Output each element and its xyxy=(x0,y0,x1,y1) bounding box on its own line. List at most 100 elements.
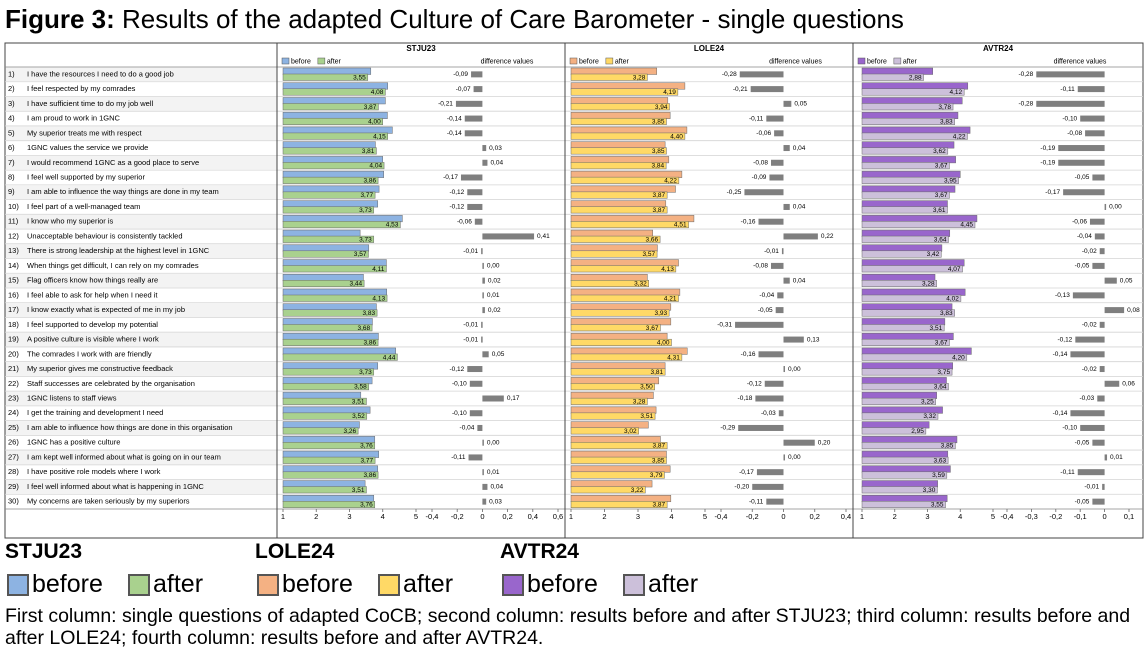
legend-label: before xyxy=(282,570,353,598)
bar xyxy=(570,132,686,140)
row-shade xyxy=(5,332,277,347)
x-tick-label: -0,2 xyxy=(746,512,759,521)
difference-bar xyxy=(1036,100,1105,107)
bar xyxy=(570,235,661,243)
legend-swatch xyxy=(7,573,29,596)
value-label: -0,12 xyxy=(747,380,762,387)
value-label: 4,22 xyxy=(664,177,677,184)
value-label: 3,28 xyxy=(633,74,646,81)
difference-bar xyxy=(756,469,784,476)
bar xyxy=(282,353,398,361)
difference-bar xyxy=(775,307,784,314)
bar xyxy=(570,383,655,391)
value-label: 0,01 xyxy=(487,292,500,299)
bar xyxy=(282,338,379,346)
value-label: 3,81 xyxy=(650,369,663,376)
question-number: 27) xyxy=(8,452,19,461)
difference-bar xyxy=(482,262,484,269)
legend-group-name: LOLE24 xyxy=(255,540,335,563)
row-shade xyxy=(5,421,277,435)
value-label: 0,00 xyxy=(1109,204,1122,211)
value-label: 3,32 xyxy=(923,413,936,420)
value-label: 0,06 xyxy=(1122,380,1135,387)
bar xyxy=(282,397,367,405)
difference-bar xyxy=(482,469,484,476)
bar xyxy=(570,338,672,346)
question-text: 1GNC has a positive culture xyxy=(27,438,120,447)
value-label: 3,62 xyxy=(933,148,946,155)
bar xyxy=(570,486,646,494)
value-label: -0,01 xyxy=(463,322,478,329)
bar xyxy=(282,501,376,509)
panel-title: STJU23 xyxy=(406,44,436,53)
bar xyxy=(282,221,401,229)
bar xyxy=(570,353,683,361)
bar xyxy=(861,132,968,140)
value-label: 0,08 xyxy=(1127,307,1140,314)
question-text: My superior treats me with respect xyxy=(27,128,143,137)
difference-bar xyxy=(1092,262,1105,269)
bar xyxy=(570,456,667,464)
value-label: 3,83 xyxy=(940,119,953,126)
difference-bar xyxy=(482,233,535,240)
difference-bar xyxy=(783,100,792,107)
bar xyxy=(861,191,950,199)
bar xyxy=(282,368,375,376)
legend-swatch xyxy=(128,573,150,596)
bar xyxy=(570,421,649,429)
bar xyxy=(861,486,938,494)
value-label: 3,44 xyxy=(349,281,362,288)
value-label: 4,08 xyxy=(371,89,384,96)
difference-bar xyxy=(1102,483,1105,490)
value-label: -0,06 xyxy=(1072,218,1087,225)
bar xyxy=(861,294,962,302)
value-label: 3,32 xyxy=(634,281,647,288)
question-number: 17) xyxy=(8,305,19,314)
value-label: 0,04 xyxy=(793,277,806,284)
bar xyxy=(570,176,680,184)
value-label: -0,06 xyxy=(756,130,771,137)
question-text: There is strong leadership at the highes… xyxy=(27,246,210,255)
difference-bar xyxy=(1094,233,1105,240)
x-tick-label: 0,4 xyxy=(528,512,538,521)
value-label: -0,01 xyxy=(463,336,478,343)
value-label: -0,08 xyxy=(753,159,768,166)
bar xyxy=(282,294,388,302)
bar xyxy=(861,427,927,435)
x-tick-label: 0,2 xyxy=(502,512,512,521)
bar xyxy=(570,265,677,273)
difference-bar xyxy=(783,336,804,343)
difference-bar xyxy=(1089,218,1105,225)
legend-label: after xyxy=(403,570,454,598)
bar xyxy=(570,324,661,332)
panel-title: AVTR24 xyxy=(983,44,1014,53)
question-text: I have positive role models where I work xyxy=(27,467,161,476)
legend-swatch xyxy=(857,57,866,65)
value-label: -0,01 xyxy=(463,248,478,255)
caption: First column: single questions of adapte… xyxy=(5,605,1131,649)
bar xyxy=(861,501,946,509)
question-text: I am able to influence how things are do… xyxy=(27,423,233,432)
difference-bar xyxy=(1070,351,1105,358)
value-label: -0,08 xyxy=(753,263,768,270)
question-number: 25) xyxy=(8,423,19,432)
difference-bar xyxy=(744,189,784,196)
value-label: 0,00 xyxy=(487,439,500,446)
question-text: I am able to influence the way things ar… xyxy=(27,187,219,196)
question-text: My concerns are taken seriously by my su… xyxy=(27,497,190,506)
question-text: I would recommend 1GNC as a good place t… xyxy=(27,158,199,167)
question-text: I feel well informed about what is happe… xyxy=(27,482,204,491)
value-label: -0,08 xyxy=(1067,130,1082,137)
question-number: 23) xyxy=(8,393,19,402)
bar xyxy=(282,88,386,96)
value-label: -0,11 xyxy=(749,498,764,505)
value-label: 3,25 xyxy=(921,398,934,405)
question-number: 10) xyxy=(8,202,19,211)
value-label: 3,76 xyxy=(360,502,373,509)
bar xyxy=(282,288,387,296)
value-label: 3,55 xyxy=(353,74,366,81)
difference-bar xyxy=(482,483,488,490)
value-label: 4,15 xyxy=(373,133,386,140)
value-label: 3,64 xyxy=(934,384,947,391)
